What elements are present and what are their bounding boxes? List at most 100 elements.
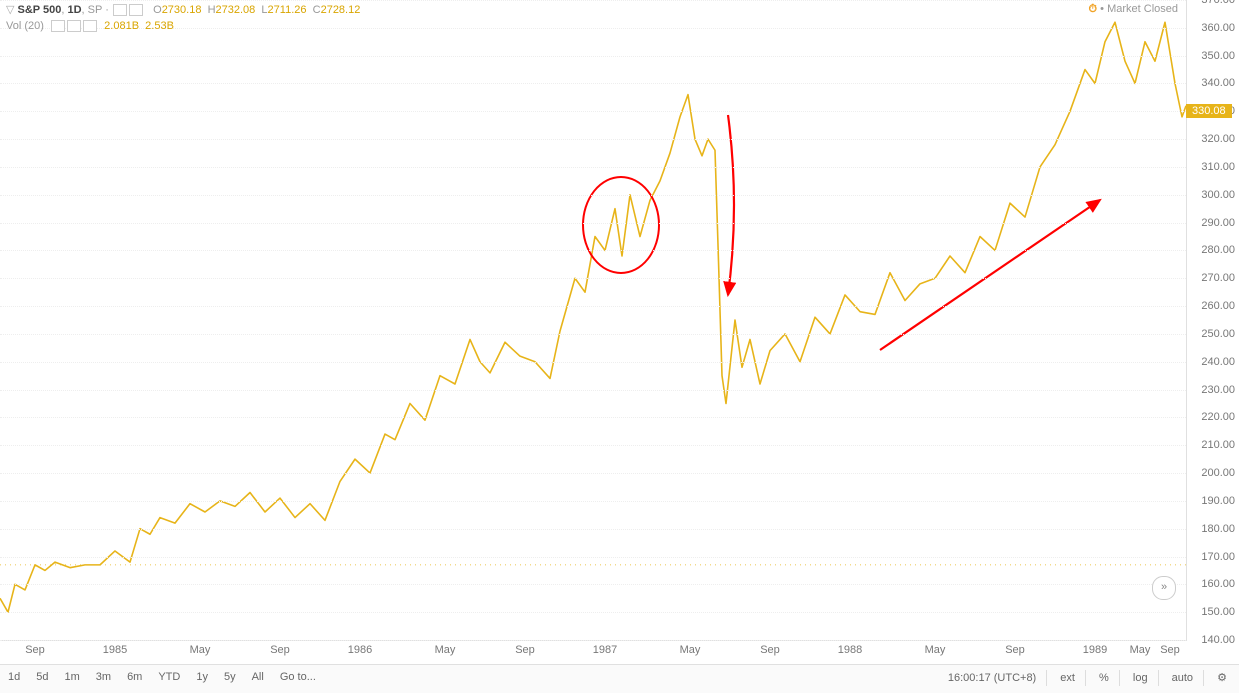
volume-value-1: 2.081B [104,20,139,32]
gridline [0,584,1186,585]
timeframe-5d[interactable]: 5d [28,665,56,689]
x-tick-label: 1985 [103,644,127,656]
timeframe-3m[interactable]: 3m [88,665,119,689]
x-tick-label: May [1130,644,1151,656]
timeframe-goto[interactable]: Go to... [272,665,324,689]
gridline [0,278,1186,279]
timeframe-6m[interactable]: 6m [119,665,150,689]
y-tick-label: 370.00 [1190,0,1235,6]
y-tick-label: 250.00 [1190,328,1235,340]
session-time: 16:00:17 (UTC+8) [940,666,1044,690]
scroll-to-end-button[interactable]: » [1152,576,1176,600]
timeframe-all[interactable]: All [244,665,272,689]
clock-icon: ⏱ [1089,3,1098,15]
y-tick-label: 180.00 [1190,523,1235,535]
y-tick-label: 150.00 [1190,606,1235,618]
gridline [0,612,1186,613]
gridline [0,334,1186,335]
log-button[interactable]: log [1125,666,1156,690]
gridline [0,83,1186,84]
y-tick-label: 350.00 [1190,50,1235,62]
auto-button[interactable]: auto [1164,666,1201,690]
x-tick-label: May [190,644,211,656]
volume-label: Vol (20) [6,20,44,32]
x-tick-label: May [680,644,701,656]
x-axis[interactable]: Sep1985MaySep1986MaySep1987MaySep1988May… [0,640,1186,664]
gridline [0,111,1186,112]
settings-icon[interactable] [113,4,127,16]
y-tick-label: 230.00 [1190,384,1235,396]
gridline [0,445,1186,446]
timeframe-ytd[interactable]: YTD [150,665,188,689]
gridline [0,557,1186,558]
y-tick-label: 210.00 [1190,439,1235,451]
hide-icon[interactable] [129,4,143,16]
x-tick-label: 1989 [1083,644,1107,656]
gridline [0,167,1186,168]
y-tick-label: 270.00 [1190,272,1235,284]
interval: 1D [67,4,81,16]
gridline [0,250,1186,251]
timeframe-1y[interactable]: 1y [188,665,216,689]
x-tick-label: Sep [1160,644,1180,656]
chart-legend: ▽ S&P 500, 1D, SP · O2730.18 H2732.08 L2… [6,3,360,16]
x-tick-label: 1988 [838,644,862,656]
timeframe-toolbar: 1d5d1m3m6mYTD1y5yAllGo to... 16:00:17 (U… [0,664,1239,693]
ohlc-close: 2728.12 [321,4,361,16]
chart-plot-area[interactable]: ▽ S&P 500, 1D, SP · O2730.18 H2732.08 L2… [0,0,1187,641]
gridline [0,28,1186,29]
vol-close-icon[interactable] [83,20,97,32]
x-tick-label: May [925,644,946,656]
y-tick-label: 360.00 [1190,22,1235,34]
volume-legend: Vol (20) 2.081B 2.53B [6,20,174,32]
timeframe-1d[interactable]: 1d [0,665,28,689]
y-tick-label: 140.00 [1190,634,1235,646]
x-tick-label: Sep [1005,644,1025,656]
exchange: SP [88,4,102,16]
ohlc-high: 2732.08 [216,4,256,16]
vol-settings-icon[interactable] [51,20,65,32]
current-price-tag: 330.08 [1186,104,1232,118]
y-tick-label: 310.00 [1190,161,1235,173]
y-tick-label: 340.00 [1190,77,1235,89]
market-status: ⏱ • Market Closed [1089,3,1179,16]
gridline [0,473,1186,474]
gridline [0,223,1186,224]
volume-value-2: 2.53B [145,20,174,32]
y-tick-label: 240.00 [1190,356,1235,368]
y-tick-label: 200.00 [1190,467,1235,479]
gridline [0,56,1186,57]
y-tick-label: 190.00 [1190,495,1235,507]
vol-hide-icon[interactable] [67,20,81,32]
gridline [0,417,1186,418]
percent-button[interactable]: % [1091,666,1117,690]
gridline [0,306,1186,307]
y-tick-label: 300.00 [1190,189,1235,201]
axis-settings-icon[interactable]: ⚙ [1209,665,1235,690]
gridline [0,139,1186,140]
y-tick-label: 170.00 [1190,551,1235,563]
gridline [0,195,1186,196]
ohlc-low: 2711.26 [268,4,307,16]
y-tick-label: 160.00 [1190,578,1235,590]
ext-button[interactable]: ext [1052,666,1083,690]
ohlc-open: 2730.18 [162,4,202,16]
symbol-name[interactable]: S&P 500 [18,4,62,16]
x-tick-label: 1986 [348,644,372,656]
gridline [0,501,1186,502]
y-tick-label: 320.00 [1190,133,1235,145]
y-tick-label: 280.00 [1190,244,1235,256]
price-line-svg [0,0,1186,640]
y-tick-label: 260.00 [1190,300,1235,312]
timeframe-5y[interactable]: 5y [216,665,244,689]
x-tick-label: Sep [270,644,290,656]
x-tick-label: May [435,644,456,656]
x-tick-label: Sep [515,644,535,656]
gridline [0,390,1186,391]
timeframe-1m[interactable]: 1m [57,665,88,689]
x-tick-label: Sep [25,644,45,656]
gridline [0,529,1186,530]
gridline [0,0,1186,1]
y-axis[interactable]: 140.00150.00160.00170.00180.00190.00200.… [1186,0,1239,640]
collapse-icon[interactable]: ▽ [6,4,14,16]
